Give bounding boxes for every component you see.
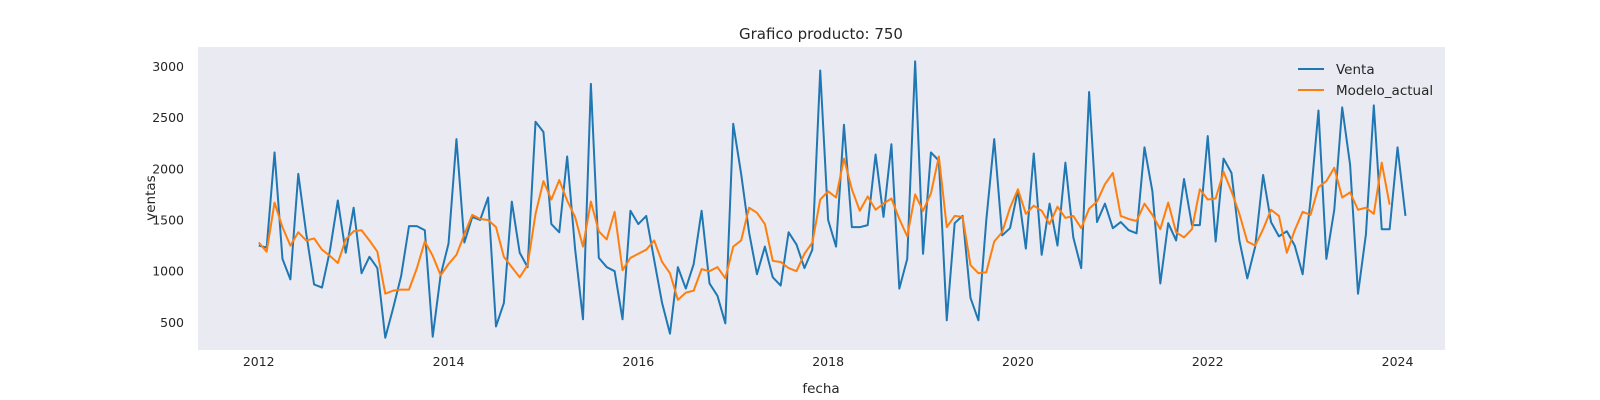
x-tick-label-2018: 2018 <box>812 354 844 369</box>
series-line-venta <box>258 60 1407 339</box>
x-tick-label-2016: 2016 <box>622 354 654 369</box>
x-axis-label: fecha <box>802 381 839 397</box>
series-line-modelo-actual <box>257 155 1391 301</box>
legend-label-modelo-actual: Modelo_actual <box>1336 83 1433 99</box>
y-tick-label-3000: 3000 <box>152 59 184 74</box>
legend-label-venta: Venta <box>1336 62 1375 78</box>
y-ticks: 500 1000 1500 2000 2500 3000 <box>152 59 184 330</box>
y-axis-label: ventas <box>143 175 159 220</box>
chart-title: Grafico producto: 750 <box>739 25 903 43</box>
x-tick-label-2024: 2024 <box>1382 354 1414 369</box>
y-tick-label-1500: 1500 <box>152 212 184 227</box>
y-tick-label-2500: 2500 <box>152 110 184 125</box>
series-lines <box>257 60 1407 339</box>
x-tick-label-2014: 2014 <box>433 354 465 369</box>
y-tick-label-500: 500 <box>160 315 184 330</box>
y-tick-label-2000: 2000 <box>152 161 184 176</box>
x-ticks: 2012 2014 2016 2018 2020 2022 2024 <box>243 354 1414 369</box>
x-tick-label-2012: 2012 <box>243 354 275 369</box>
x-tick-label-2020: 2020 <box>1002 354 1034 369</box>
y-tick-label-1000: 1000 <box>152 264 184 279</box>
x-tick-label-2022: 2022 <box>1192 354 1224 369</box>
legend: Venta Modelo_actual <box>1298 62 1433 99</box>
